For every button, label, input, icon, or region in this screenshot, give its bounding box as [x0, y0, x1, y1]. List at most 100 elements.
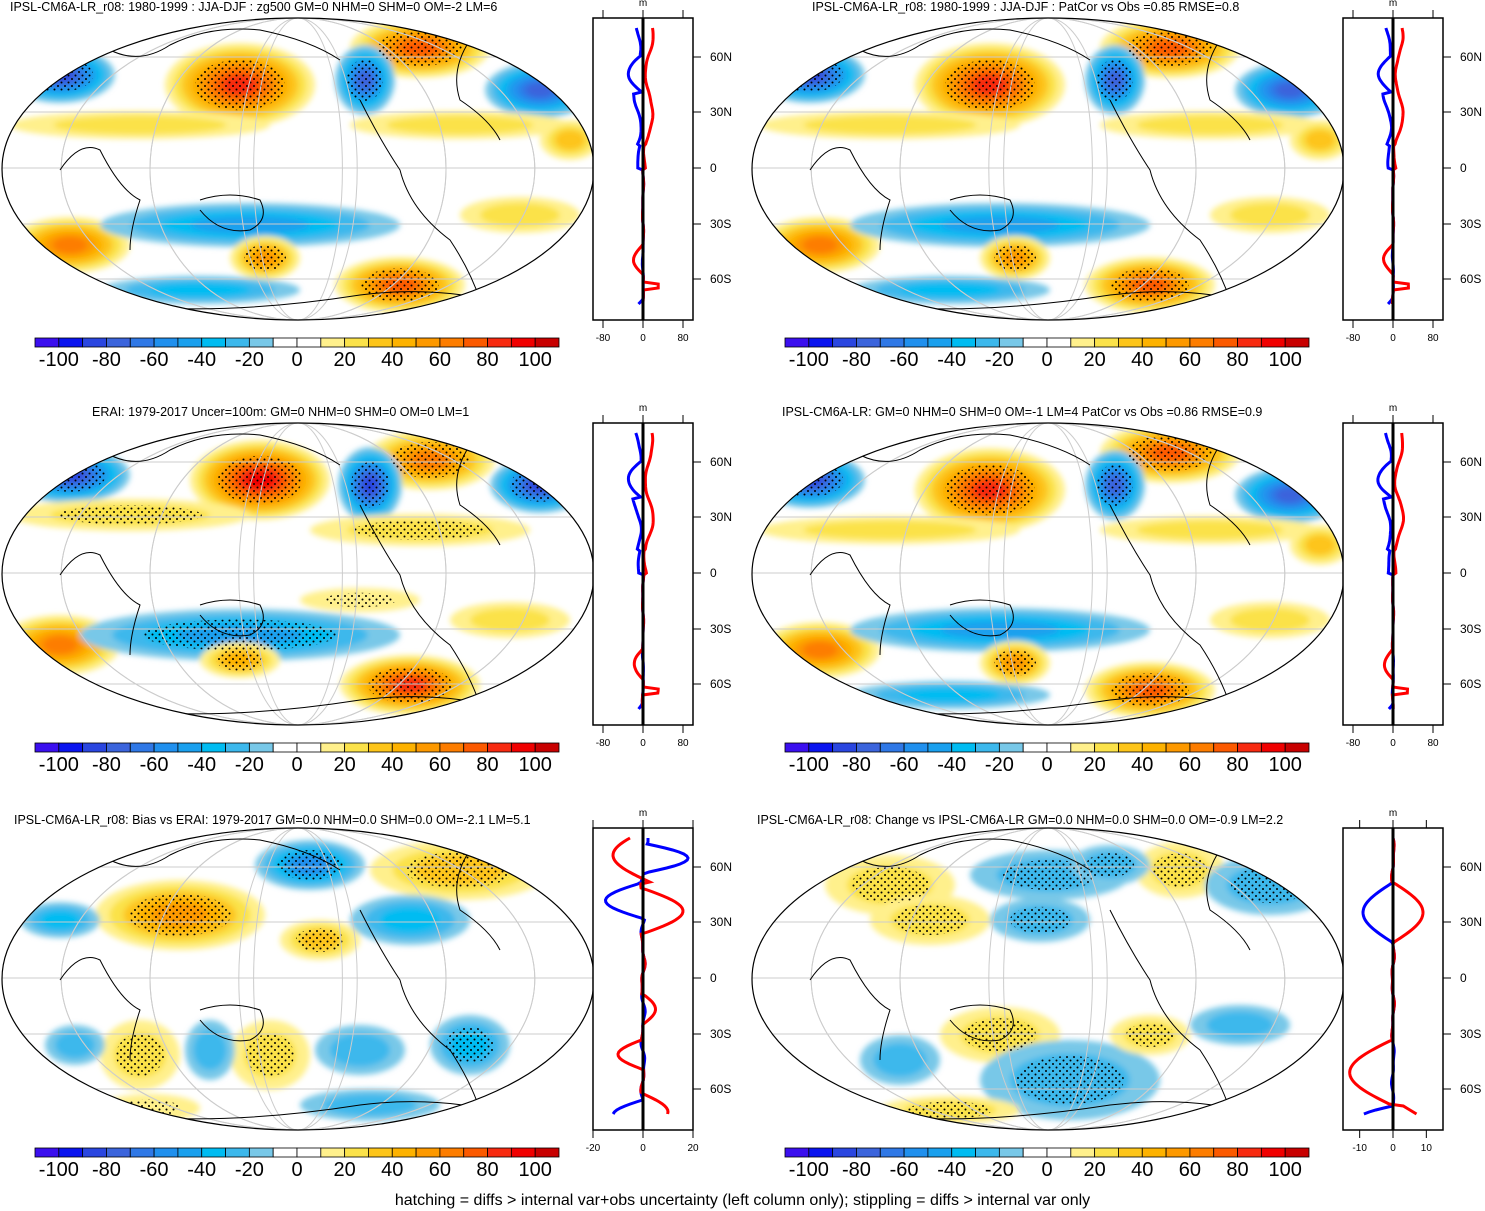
latitude-label: 0: [710, 566, 717, 580]
colorbar-bin: [1213, 1147, 1238, 1158]
graticule-meridian: [253, 18, 343, 320]
profile-x-tick-label: -80: [595, 333, 611, 344]
colorbar-bin: [391, 742, 417, 753]
colorbar-label: 100: [1268, 349, 1302, 371]
latitude-label: 60N: [710, 860, 733, 874]
colorbar-label: 40: [381, 349, 404, 371]
latitude-label: 30S: [710, 1027, 732, 1041]
colorbar-label: -100: [788, 1159, 829, 1181]
graticule-meridian: [1003, 423, 1093, 725]
colorbar-label: 20: [1083, 349, 1106, 371]
contour-fill: [40, 911, 80, 929]
colorbar-bin: [534, 337, 560, 348]
stippling: [1086, 853, 1134, 877]
colorbar-label: 100: [518, 1159, 552, 1181]
colorbar-bin: [487, 1147, 512, 1158]
colorbar-bin: [320, 337, 346, 348]
colorbar-bin: [201, 1147, 226, 1158]
panel-title: ERAI: 1979-2017 Uncer=100m: GM=0 NHM=0 S…: [92, 405, 470, 419]
contour-fill: [15, 840, 45, 860]
panel-title: IPSL-CM6A-LR_r08: Bias vs ERAI: 1979-201…: [14, 813, 531, 827]
contour-fill: [802, 642, 838, 658]
colorbar-label: 0: [1041, 349, 1053, 371]
colorbar-bin: [129, 1147, 155, 1158]
colorbar-label: -80: [842, 754, 871, 776]
latitude-label: 30N: [710, 105, 733, 119]
colorbar-label: -20: [234, 1159, 264, 1181]
stippling: [894, 905, 966, 935]
profile-x-tick-label: -10: [1352, 1143, 1367, 1154]
colorbar-bin: [368, 742, 393, 753]
contour-fill: [55, 1031, 95, 1059]
latitude-label: 30N: [1460, 915, 1483, 929]
colorbar-label: 80: [476, 349, 499, 371]
profile-x-tick-label: 0: [640, 333, 646, 344]
colorbar-label: 80: [476, 754, 499, 776]
colorbar-bin: [1260, 337, 1286, 348]
colorbar-bin: [784, 337, 810, 348]
colorbar-bin: [975, 742, 1000, 753]
colorbar-bin: [1141, 337, 1167, 348]
colorbar-bin: [879, 742, 905, 753]
latitude-label: 60S: [710, 1082, 732, 1096]
stippling: [246, 1034, 294, 1076]
stippling: [277, 850, 343, 880]
latitude-label: 0: [1460, 566, 1467, 580]
colorbar-bin: [1213, 337, 1238, 348]
colorbar-bin: [320, 1147, 346, 1158]
contour-fill: [323, 1094, 417, 1116]
colorbar-label: 80: [1226, 754, 1249, 776]
colorbar-bin: [34, 742, 60, 753]
colorbar-label: 40: [1131, 1159, 1154, 1181]
colorbar-label: -60: [139, 754, 169, 776]
map-field: [2, 828, 594, 1130]
latitude-label: 60S: [1460, 272, 1482, 286]
panel-title: IPSL-CM6A-LR_r08: Change vs IPSL-CM6A-LR…: [757, 813, 1284, 827]
colorbar-label: 20: [333, 349, 356, 371]
colorbar-label: 40: [1131, 349, 1154, 371]
contour-fill: [190, 216, 310, 234]
colorbar-bin: [1284, 742, 1310, 753]
colorbar-label: -40: [187, 754, 217, 776]
colorbar-bin: [1237, 1147, 1262, 1158]
contour-fill: [1305, 535, 1335, 555]
colorbar-bin: [344, 337, 369, 348]
latitude-label: 60N: [710, 455, 733, 469]
model-zonal-mean-line: [631, 27, 660, 305]
contour-fill: [330, 1033, 390, 1067]
colorbar-bin: [58, 742, 84, 753]
colorbar-bin: [534, 1147, 560, 1158]
map-panel: -80 0 80 60N 30N 0 30S 60S m -100 -80 -60 -40 -20 0 20 4…: [750, 403, 1485, 805]
latitude-label: 30N: [1460, 510, 1483, 524]
colorbar-label: 20: [1083, 1159, 1106, 1181]
coastlines: [779, 838, 1261, 1120]
contour-fill: [1136, 520, 1284, 540]
contour-fill: [1230, 203, 1310, 227]
colorbar-label: -20: [984, 1159, 1014, 1181]
colorbar-label: -100: [38, 754, 79, 776]
stippling: [1097, 464, 1133, 506]
colorbar-label: 0: [291, 754, 303, 776]
colorbar-bin: [439, 742, 465, 753]
stippling: [27, 58, 93, 92]
profile-x-tick-label: -80: [1345, 738, 1361, 749]
colorbar-bin: [534, 742, 560, 753]
profile-x-tick-label: 20: [687, 1143, 699, 1154]
contour-fill: [1206, 1011, 1274, 1039]
stippling: [994, 649, 1036, 677]
stippling: [361, 268, 439, 302]
colorbar-label: -40: [937, 349, 967, 371]
colorbar-bin: [463, 1147, 488, 1158]
graticule-meridian: [253, 828, 343, 1130]
stippling: [58, 505, 202, 525]
colorbar-bin: [832, 1147, 857, 1158]
stippling: [1010, 906, 1070, 934]
stippling: [1111, 673, 1189, 707]
colorbar-bin: [439, 337, 465, 348]
contour-fill: [193, 1030, 227, 1070]
colorbar-bin: [879, 1147, 905, 1158]
contour-fill: [555, 130, 585, 150]
colorbar-label: -60: [889, 1159, 919, 1181]
stippling: [378, 30, 462, 66]
profile-x-tick-label: 0: [640, 738, 646, 749]
